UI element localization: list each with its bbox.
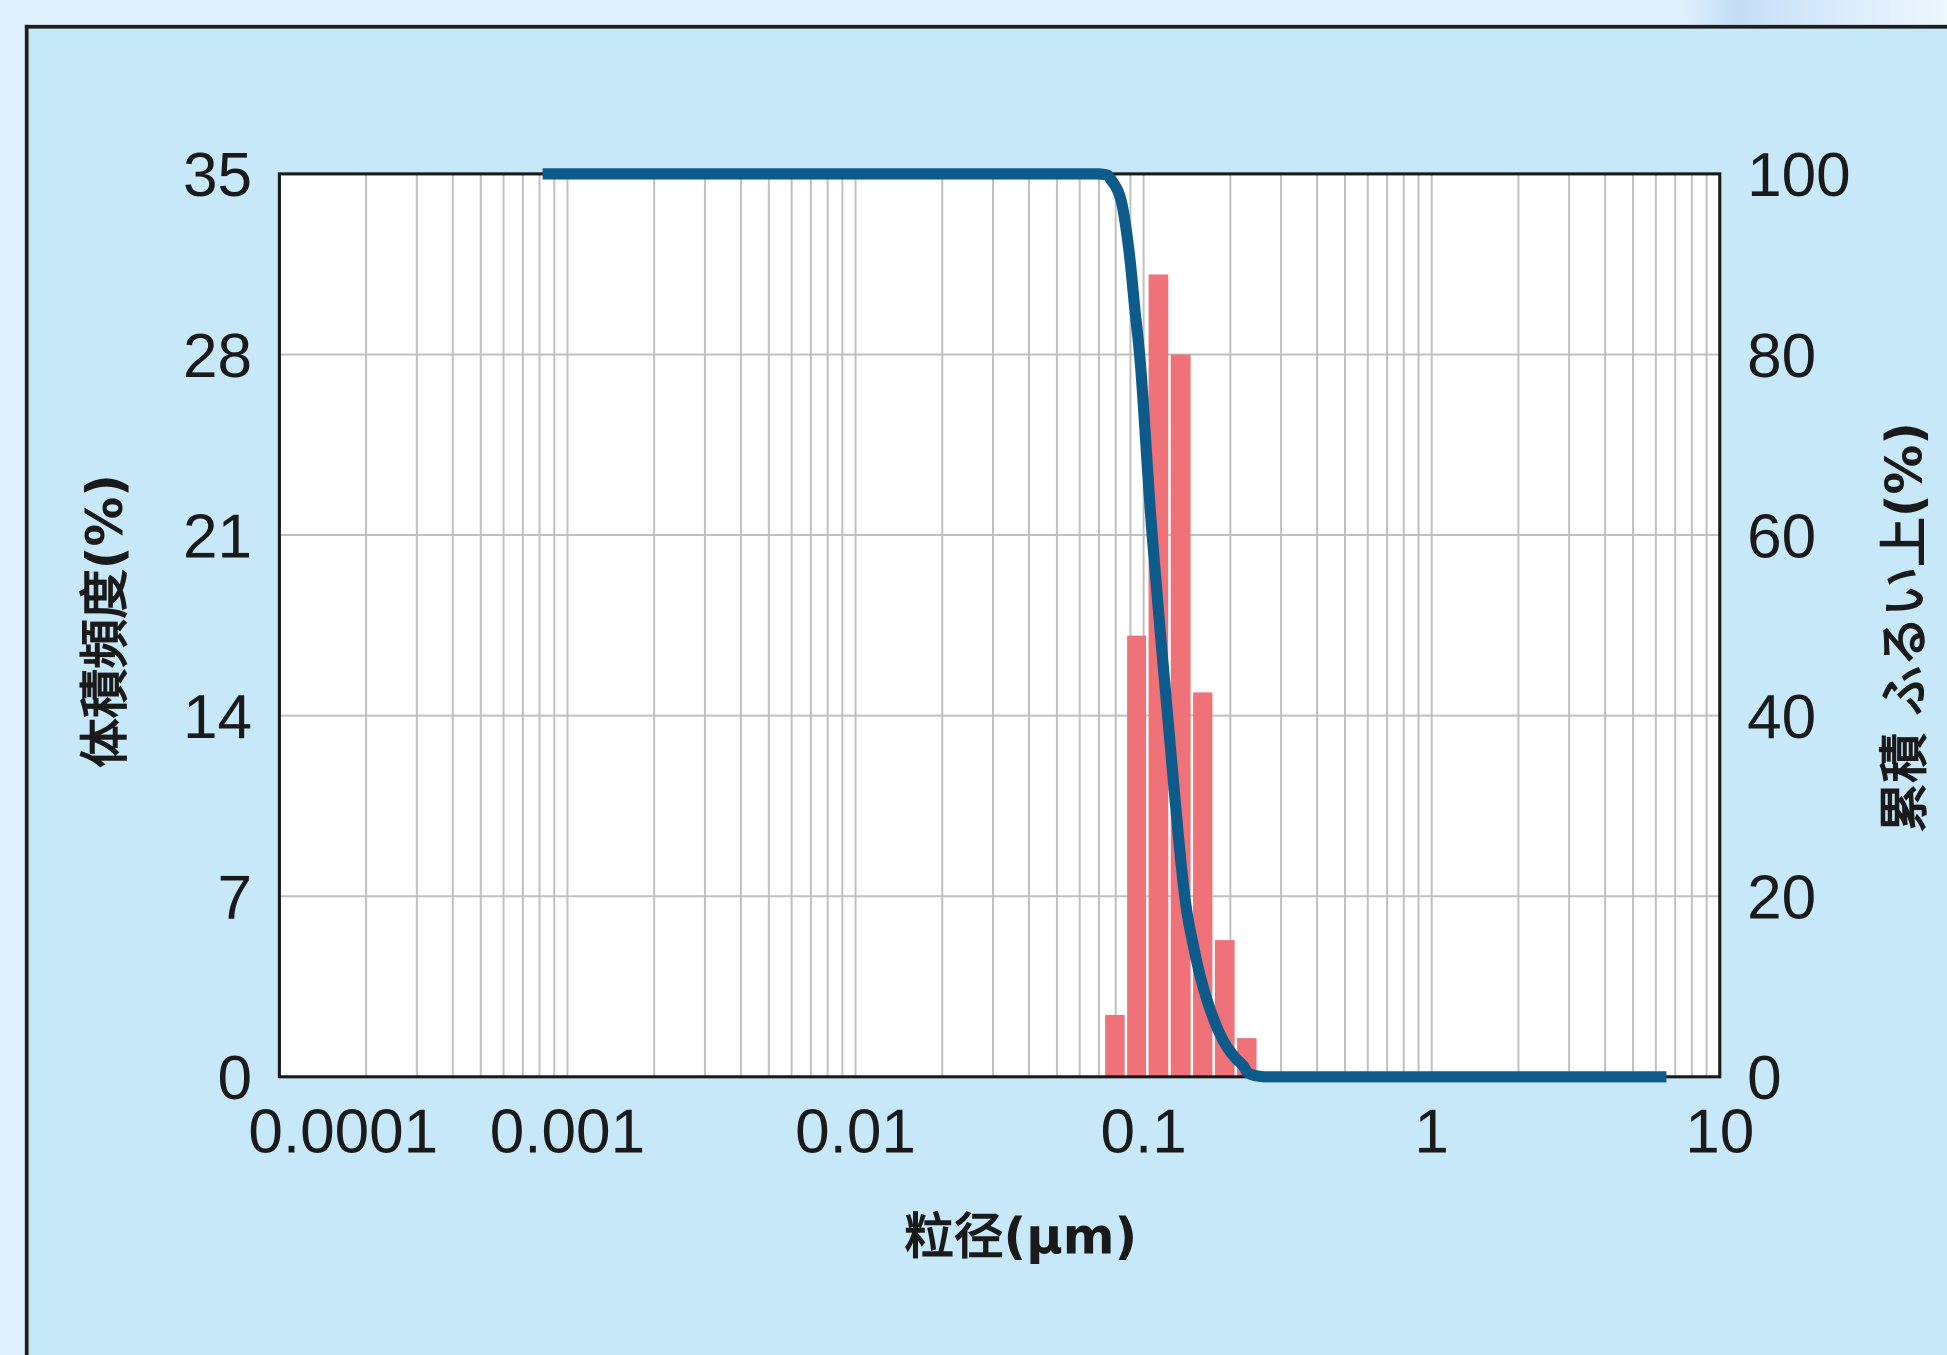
tick-labels: 0 7 14 21 28 35 0 20 40 60 80 100 0.0001 0.001 0.01 0.1… [183,141,1851,1166]
x-tick-label: 0.0001 [248,1098,438,1167]
y-tick-label-right: 80 [1747,322,1816,391]
y-tick-label-left: 21 [183,502,252,571]
y-tick-label-left: 14 [183,683,252,752]
x-axis-title: 粒径(μm) [904,1208,1137,1266]
x-tick-label: 0.01 [795,1098,916,1167]
cumulative-oversize-curve [542,168,1667,1083]
grid-lines [279,173,1720,1077]
plot-area [279,173,1720,1077]
y-axis-title-left: 体積頻度(%) [76,474,134,768]
y-tick-label-right: 60 [1747,502,1816,571]
cumulative-curve-layer [542,168,1667,1083]
x-tick-label: 0.001 [490,1098,645,1167]
y-tick-label-left: 0 [218,1044,253,1113]
x-tick-label: 0.1 [1100,1098,1186,1167]
x-tick-label: 10 [1685,1098,1754,1167]
y-tick-label-left: 28 [183,322,252,391]
histogram-bar [1105,1014,1125,1077]
top-right-background-patch [1682,0,1947,25]
y-tick-label-right: 40 [1747,683,1816,752]
histogram-bar [1127,635,1147,1077]
y-tick-label-right: 0 [1747,1044,1782,1113]
histogram-bar [1170,354,1191,1077]
y-tick-label-right: 100 [1747,141,1851,210]
y-tick-label-left: 35 [183,141,252,210]
chart-panel-border [24,24,1947,1355]
y-tick-label-left: 7 [218,864,253,933]
y-axis-title-right: 累積 ふるい上(%) [1875,422,1933,832]
y-tick-label-right: 20 [1747,864,1816,933]
x-tick-label: 1 [1414,1098,1449,1167]
axis-titles: 粒径(μm) 体積頻度(%) 累積 ふるい上(%) [76,422,1933,1266]
